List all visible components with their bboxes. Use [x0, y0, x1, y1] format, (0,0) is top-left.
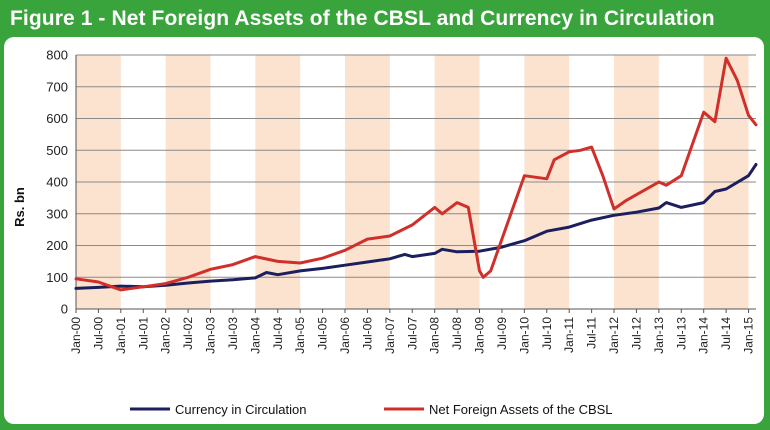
x-tick-label: Jul-07 [405, 317, 419, 350]
x-tick-label: Jul-06 [360, 317, 374, 350]
x-tick-label: Jul-10 [540, 317, 554, 350]
x-tick-label: Jan-03 [204, 317, 218, 354]
x-tick-label: Jul-01 [136, 317, 150, 350]
x-tick-label: Jul-11 [585, 317, 599, 349]
y-axis-title: Rs. bn [12, 187, 27, 227]
x-tick-label: Jul-14 [719, 317, 733, 350]
series-line-nfa [74, 56, 758, 292]
x-tick-label: Jan-14 [697, 317, 711, 354]
line-chart: 0 100 200 300 400 500 600 700 800 Jan-00 Jul-00 Ja… [12, 48, 758, 417]
x-tick-label: Jan-15 [742, 317, 756, 354]
x-tick-label: Jul-00 [91, 317, 105, 350]
legend-label: Net Foreign Assets of the CBSL [429, 402, 613, 417]
y-tick-label: 0 [61, 302, 68, 317]
x-tick-label: Jan-07 [383, 317, 397, 354]
x-tick-label: Jan-13 [652, 317, 666, 354]
page-title: Figure 1 - Net Foreign Assets of the CBS… [10, 7, 715, 30]
x-tick-label: Jan-09 [473, 317, 487, 354]
y-tick-label: 300 [46, 206, 68, 221]
y-tick-label: 700 [46, 79, 68, 94]
x-tick-label: Jul-05 [316, 317, 330, 350]
x-tick-label: Jan-04 [248, 317, 262, 354]
x-tick-label: Jul-08 [450, 317, 464, 350]
y-tick-label: 800 [46, 48, 68, 63]
x-tick-label: Jan-05 [293, 317, 307, 354]
x-tick-label: Jul-04 [271, 317, 285, 350]
y-tick-label: 600 [46, 111, 68, 126]
x-tick-label: Jul-03 [226, 317, 240, 350]
y-tick-label: 200 [46, 238, 68, 253]
x-tick-label: Jan-10 [517, 317, 531, 354]
x-tick-label: Jan-12 [607, 317, 621, 354]
x-tick-label: Jan-00 [69, 317, 83, 354]
x-tick-label: Jul-02 [181, 317, 195, 350]
x-tick-label: Jan-06 [338, 317, 352, 354]
legend-label: Currency in Circulation [175, 402, 307, 417]
x-tick-label: Jan-11 [562, 317, 576, 353]
y-tick-label: 500 [46, 143, 68, 158]
x-tick-label: Jul-12 [629, 317, 643, 350]
x-tick-label: Jan-02 [159, 317, 173, 354]
y-tick-label: 400 [46, 175, 68, 190]
x-tick-label: Jan-01 [114, 317, 128, 354]
series-line-currency [74, 163, 758, 290]
y-tick-label: 100 [46, 270, 68, 285]
x-tick-label: Jul-09 [495, 317, 509, 350]
chart-panel: 0 100 200 300 400 500 600 700 800 Jan-00 Jul-00 Ja… [4, 37, 764, 424]
x-tick-label: Jul-13 [674, 317, 688, 350]
x-tick-label: Jan-08 [428, 317, 442, 354]
